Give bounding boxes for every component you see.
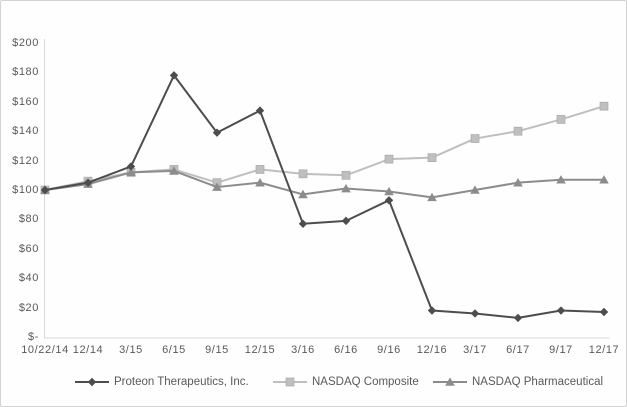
y-axis-tick-label: $80 <box>18 213 39 226</box>
series-line-1 <box>44 105 605 191</box>
triangle-legend-glyph <box>433 377 467 386</box>
data-point-marker-1 <box>470 134 480 143</box>
x-axis-tick-label: 6/16 <box>334 344 358 356</box>
y-axis-tick-label: $200 <box>12 37 39 49</box>
data-point-marker-0 <box>126 162 136 171</box>
data-point-marker-2 <box>298 189 308 199</box>
legend-label-proteon: Proteon Therapeutics, Inc. <box>114 376 249 388</box>
x-axis-tick-label: 9/17 <box>549 344 573 356</box>
data-point-marker-2 <box>255 178 265 187</box>
data-point-marker-0 <box>341 216 351 226</box>
data-point-marker-1 <box>341 170 351 180</box>
data-point-marker-2 <box>384 186 394 196</box>
y-axis-tick-label: $60 <box>18 242 39 255</box>
data-point-marker-0 <box>298 219 308 229</box>
data-point-marker-0 <box>83 178 93 187</box>
x-axis-tick-label: 12/17 <box>588 344 620 356</box>
data-point-marker-0 <box>556 306 566 315</box>
data-point-marker-1 <box>599 101 609 111</box>
x-axis-tick-label: 6/15 <box>162 344 186 356</box>
y-axis-tick-label: $100 <box>12 184 39 196</box>
data-point-marker-2 <box>169 166 179 175</box>
y-axis-tick-label: $140 <box>12 125 39 138</box>
data-point-marker-1 <box>513 126 523 136</box>
data-point-marker-0 <box>255 106 265 115</box>
x-axis-tick-label: 3/17 <box>463 344 487 356</box>
data-point-marker-2 <box>470 185 480 194</box>
y-axis-tick-label: $20 <box>18 301 39 314</box>
data-point-marker-1 <box>255 165 265 174</box>
x-axis-tick-label: 6/17 <box>506 344 530 356</box>
diamond-marker-icon <box>75 376 109 388</box>
triangle-marker-icon <box>433 376 467 388</box>
data-point-marker-0 <box>40 185 50 195</box>
y-axis-tick-label: $180 <box>12 66 39 79</box>
legend-item-proteon: Proteon Therapeutics, Inc. <box>75 376 249 388</box>
legend-item-nasdaq-composite: NASDAQ Composite <box>273 376 419 388</box>
x-axis-tick-label: 3/15 <box>119 344 143 356</box>
legend-label-nasdaq-pharmaceutical: NASDAQ Pharmaceutical <box>472 376 604 388</box>
legend-label-nasdaq-composite: NASDAQ Composite <box>312 376 419 388</box>
series-line-2 <box>44 169 605 199</box>
x-axis-tick-label: 10/22/14 <box>21 344 69 356</box>
data-point-marker-0 <box>169 71 179 80</box>
y-axis-tick-label: $- <box>28 331 39 343</box>
x-axis-tick-label: 3/16 <box>291 344 315 356</box>
data-point-marker-0 <box>384 196 394 205</box>
data-point-marker-0 <box>470 309 480 318</box>
data-point-marker-0 <box>513 313 523 323</box>
x-axis-tick-label: 9/16 <box>377 344 401 356</box>
x-axis-tick-label: 9/15 <box>205 344 229 356</box>
data-point-marker-2 <box>126 167 136 177</box>
data-point-marker-1 <box>384 154 394 164</box>
data-point-marker-2 <box>212 182 222 191</box>
data-point-marker-2 <box>599 175 609 184</box>
data-point-marker-0 <box>212 128 222 137</box>
square-marker-icon <box>273 376 307 388</box>
data-point-marker-0 <box>427 306 437 315</box>
diamond-legend-glyph <box>75 377 109 387</box>
x-axis-tick-label: 12/15 <box>244 344 276 356</box>
data-point-marker-2 <box>427 192 437 202</box>
data-point-marker-1 <box>427 153 437 163</box>
x-axis-tick-label: 12/16 <box>416 344 448 356</box>
data-point-marker-1 <box>298 169 308 179</box>
x-axis-tick-label: 12/14 <box>72 344 104 356</box>
data-point-marker-2 <box>556 175 566 184</box>
data-point-marker-2 <box>341 183 351 193</box>
y-axis-tick-label: $120 <box>12 154 39 167</box>
data-point-marker-1 <box>556 115 566 124</box>
legend-item-nasdaq-pharmaceutical: NASDAQ Pharmaceutical <box>433 376 603 388</box>
data-point-marker-0 <box>599 307 609 317</box>
series-line-0 <box>44 74 605 319</box>
square-legend-glyph <box>273 377 307 387</box>
y-axis-tick-label: $160 <box>12 95 39 108</box>
data-point-marker-2 <box>513 178 523 187</box>
y-axis-tick-label: $40 <box>18 272 39 285</box>
